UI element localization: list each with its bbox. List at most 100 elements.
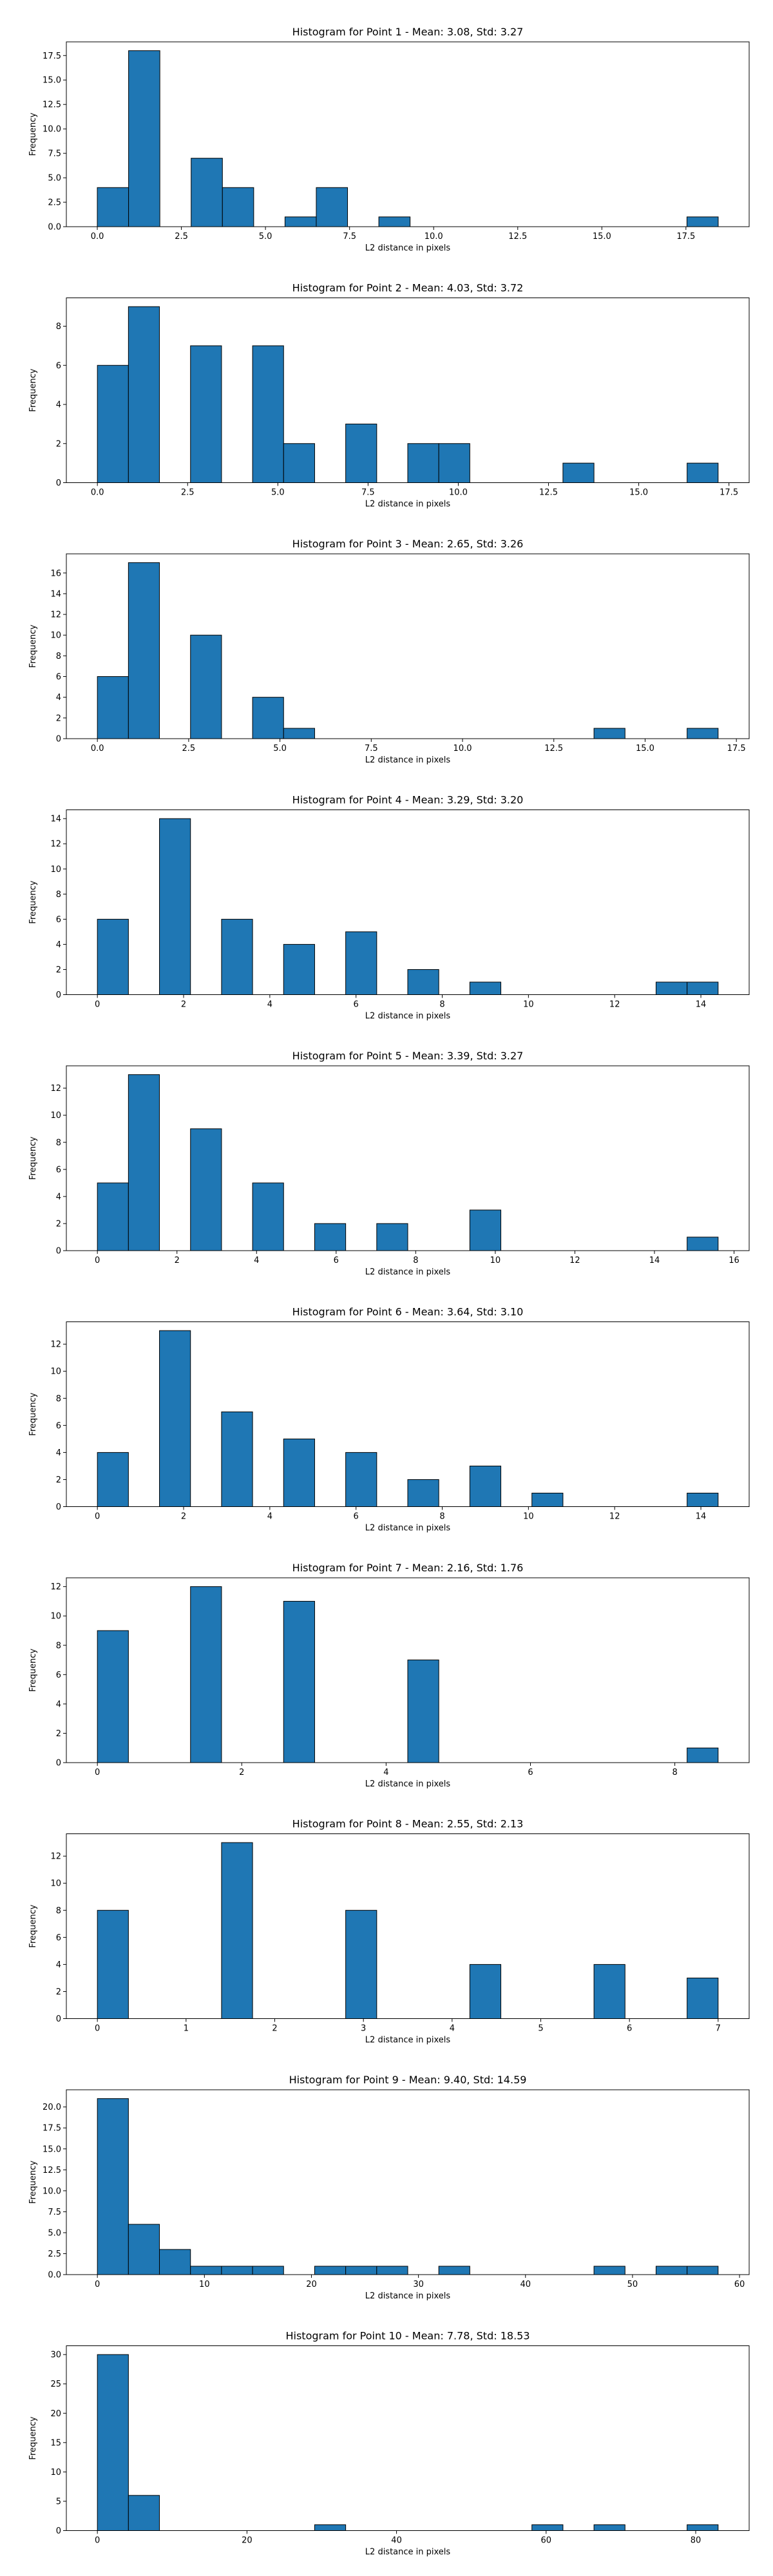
- histogram-8-bar-2: [221, 1842, 253, 2019]
- histogram-9-x-tick-label: 40: [520, 2280, 531, 2289]
- histogram-10: 0 20 40 60 80 0 5 10 15 20 25 30 Histogram for Point…: [28, 2330, 750, 2557]
- histogram-7-x-tick-label: 8: [672, 1768, 677, 1777]
- histogram-10-x-tick-label: 20: [242, 2536, 253, 2546]
- histogram-8-x-axis-label: L2 distance in pixels: [365, 2036, 451, 2045]
- histogram-5-y-tick-label: 8: [56, 1138, 61, 1148]
- histogram-2-bar-5: [283, 443, 315, 484]
- histogram-3-bar-6: [593, 728, 625, 739]
- histogram-7: 0 2 4 6 8 0 2 4 6 8 10 12 Histogram for Point 7 - Me…: [28, 1562, 750, 1789]
- histogram-4-bar-3: [221, 918, 253, 995]
- histogram-1-x-tick-label: 10.0: [425, 232, 443, 242]
- histogram-9-y-tick-label: 5.0: [48, 2228, 61, 2238]
- histogram-7-bar-5: [687, 1747, 719, 1763]
- histogram-4-y-tick-label: 6: [56, 915, 61, 925]
- histogram-6-y-tick-label: 10: [50, 1367, 61, 1377]
- histogram-4: 0 2 4 6 8 10 12 14 0 2 4 6 8 10 12 14 Histogram for Poin…: [28, 794, 750, 1021]
- histogram-9-bar-12: [655, 2266, 688, 2275]
- histogram-8-bar-6: [687, 1977, 719, 2019]
- histogram-9-y-tick-label: 15.0: [43, 2145, 61, 2154]
- histogram-3-x-tick-label: 10.0: [453, 744, 472, 753]
- histogram-9-bar-13: [687, 2266, 719, 2275]
- histogram-2-bar-10: [687, 462, 719, 484]
- histogram-8-y-tick-label: 10: [50, 1879, 61, 1889]
- histogram-3-y-tick-label: 10: [50, 631, 61, 641]
- histogram-5-y-axis-label: Frequency: [28, 1137, 38, 1180]
- histogram-7-bar-1: [97, 1630, 129, 1763]
- histogram-1-y-tick-label: 7.5: [48, 149, 61, 159]
- histogram-4-bar-5: [345, 931, 377, 996]
- histogram-9-x-tick-label: 50: [627, 2280, 638, 2289]
- histogram-6-bar-5: [345, 1452, 377, 1507]
- histogram-3-y-tick-label: 2: [56, 714, 61, 723]
- histogram-5-y-tick-label: 4: [56, 1192, 61, 1202]
- histogram-6: 0 2 4 6 8 10 12 14 0 2 4 6 8 10 12 Histogram for Point …: [28, 1306, 750, 1533]
- histogram-4-x-tick-label: 10: [523, 1000, 534, 1010]
- histogram-5-x-tick-label: 14: [649, 1256, 660, 1265]
- histogram-5-bar-1: [97, 1182, 129, 1251]
- histogram-1-bar-6: [316, 187, 348, 227]
- histogram-5-y-tick-label: 2: [56, 1219, 61, 1229]
- histogram-5-x-tick-label: 4: [254, 1256, 259, 1265]
- histogram-6-axes-frame: [66, 1321, 750, 1507]
- histogram-3-bar-3: [190, 634, 222, 739]
- histogram-6-y-tick-label: 6: [56, 1421, 61, 1431]
- histogram-10-x-tick-label: 60: [541, 2536, 552, 2546]
- histogram-5-x-axis-label: L2 distance in pixels: [365, 1267, 451, 1277]
- histogram-3-x-tick-label: 5.0: [273, 744, 287, 753]
- histogram-7-y-tick-label: 6: [56, 1671, 61, 1680]
- histogram-7-title: Histogram for Point 7 - Mean: 2.16, Std:…: [292, 1562, 524, 1574]
- histogram-3-y-axis-label: Frequency: [28, 625, 38, 668]
- histogram-3: 0.0 2.5 5.0 7.5 10.0 12.5 15.0 17.5 0 2 4 6 8 10 12 14 1…: [28, 538, 750, 765]
- histogram-9-y-tick-label: 0.0: [48, 2271, 61, 2280]
- histogram-5-bar-3: [190, 1128, 222, 1251]
- histogram-6-bar-9: [687, 1492, 719, 1507]
- histogram-4-y-tick-label: 0: [56, 990, 61, 1000]
- histogram-9-bar-5: [221, 2266, 253, 2275]
- histogram-2-y-tick-label: 0: [56, 478, 61, 488]
- histogram-5-x-tick-label: 6: [334, 1256, 339, 1265]
- histogram-4-x-tick-label: 4: [267, 1000, 272, 1010]
- histogram-1-bar-7: [378, 216, 411, 227]
- histogram-5: 0 2 4 6 8 10 12 14 16 0 2 4 6 8 10 12 Histogram for Poin…: [28, 1050, 750, 1277]
- histogram-2-x-axis-label: L2 distance in pixels: [365, 500, 451, 509]
- histogram-9-y-tick-label: 12.5: [43, 2166, 61, 2175]
- histogram-7-y-tick-label: 0: [56, 1759, 61, 1768]
- histogram-1-x-axis-label: L2 distance in pixels: [365, 243, 451, 253]
- histogram-8-bar-4: [469, 1964, 502, 2019]
- histogram-1-x-tick-label: 2.5: [175, 232, 188, 242]
- histogram-3-y-tick-label: 4: [56, 693, 61, 703]
- histogram-6-x-axis-label: L2 distance in pixels: [365, 1524, 451, 1533]
- histogram-10-x-tick-label: 0: [95, 2536, 100, 2546]
- histogram-panels: 0.0 2.5 5.0 7.5 10.0 12.5 15.0 17.50.02.55.07.5…: [28, 26, 750, 2557]
- histogram-7-y-tick-label: 10: [50, 1612, 61, 1622]
- histogram-3-bar-7: [687, 728, 719, 739]
- histogram-1-y-tick-label: 2.5: [48, 198, 61, 208]
- histogram-6-x-tick-label: 12: [609, 1512, 620, 1522]
- histogram-6-y-tick-label: 12: [50, 1340, 61, 1350]
- histogram-1-bar-1: [97, 187, 129, 227]
- histogram-8-y-tick-label: 4: [56, 1960, 61, 1970]
- histogram-4-y-tick-label: 2: [56, 965, 61, 975]
- histogram-8-x-tick-label: 3: [361, 2024, 366, 2034]
- histogram-1-y-tick-label: 5.0: [48, 174, 61, 184]
- histogram-5-y-tick-label: 10: [50, 1111, 61, 1121]
- histogram-10-bar-4: [531, 2524, 564, 2531]
- histogram-6-y-axis-label: Frequency: [28, 1392, 38, 1435]
- histogram-5-x-tick-label: 0: [95, 1256, 100, 1265]
- histogram-8-y-tick-label: 2: [56, 1987, 61, 1997]
- histogram-9-y-tick-label: 10.0: [43, 2186, 61, 2196]
- histogram-9-bar-4: [190, 2266, 222, 2275]
- histogram-1-y-tick-label: 12.5: [43, 100, 61, 110]
- histogram-1-x-tick-label: 12.5: [508, 232, 527, 242]
- histogram-7-bar-2: [190, 1586, 222, 1763]
- histogram-3-bar-5: [283, 728, 315, 739]
- histogram-4-bar-4: [283, 943, 315, 996]
- histogram-9-x-tick-label: 30: [413, 2280, 424, 2289]
- histogram-6-bar-2: [159, 1330, 191, 1507]
- histogram-8-y-tick-label: 8: [56, 1906, 61, 1916]
- histogram-7-x-tick-label: 4: [383, 1768, 388, 1777]
- histogram-4-axes-frame: [66, 810, 750, 995]
- histogram-3-x-axis-label: L2 distance in pixels: [365, 755, 451, 765]
- histogram-7-y-tick-label: 4: [56, 1700, 61, 1709]
